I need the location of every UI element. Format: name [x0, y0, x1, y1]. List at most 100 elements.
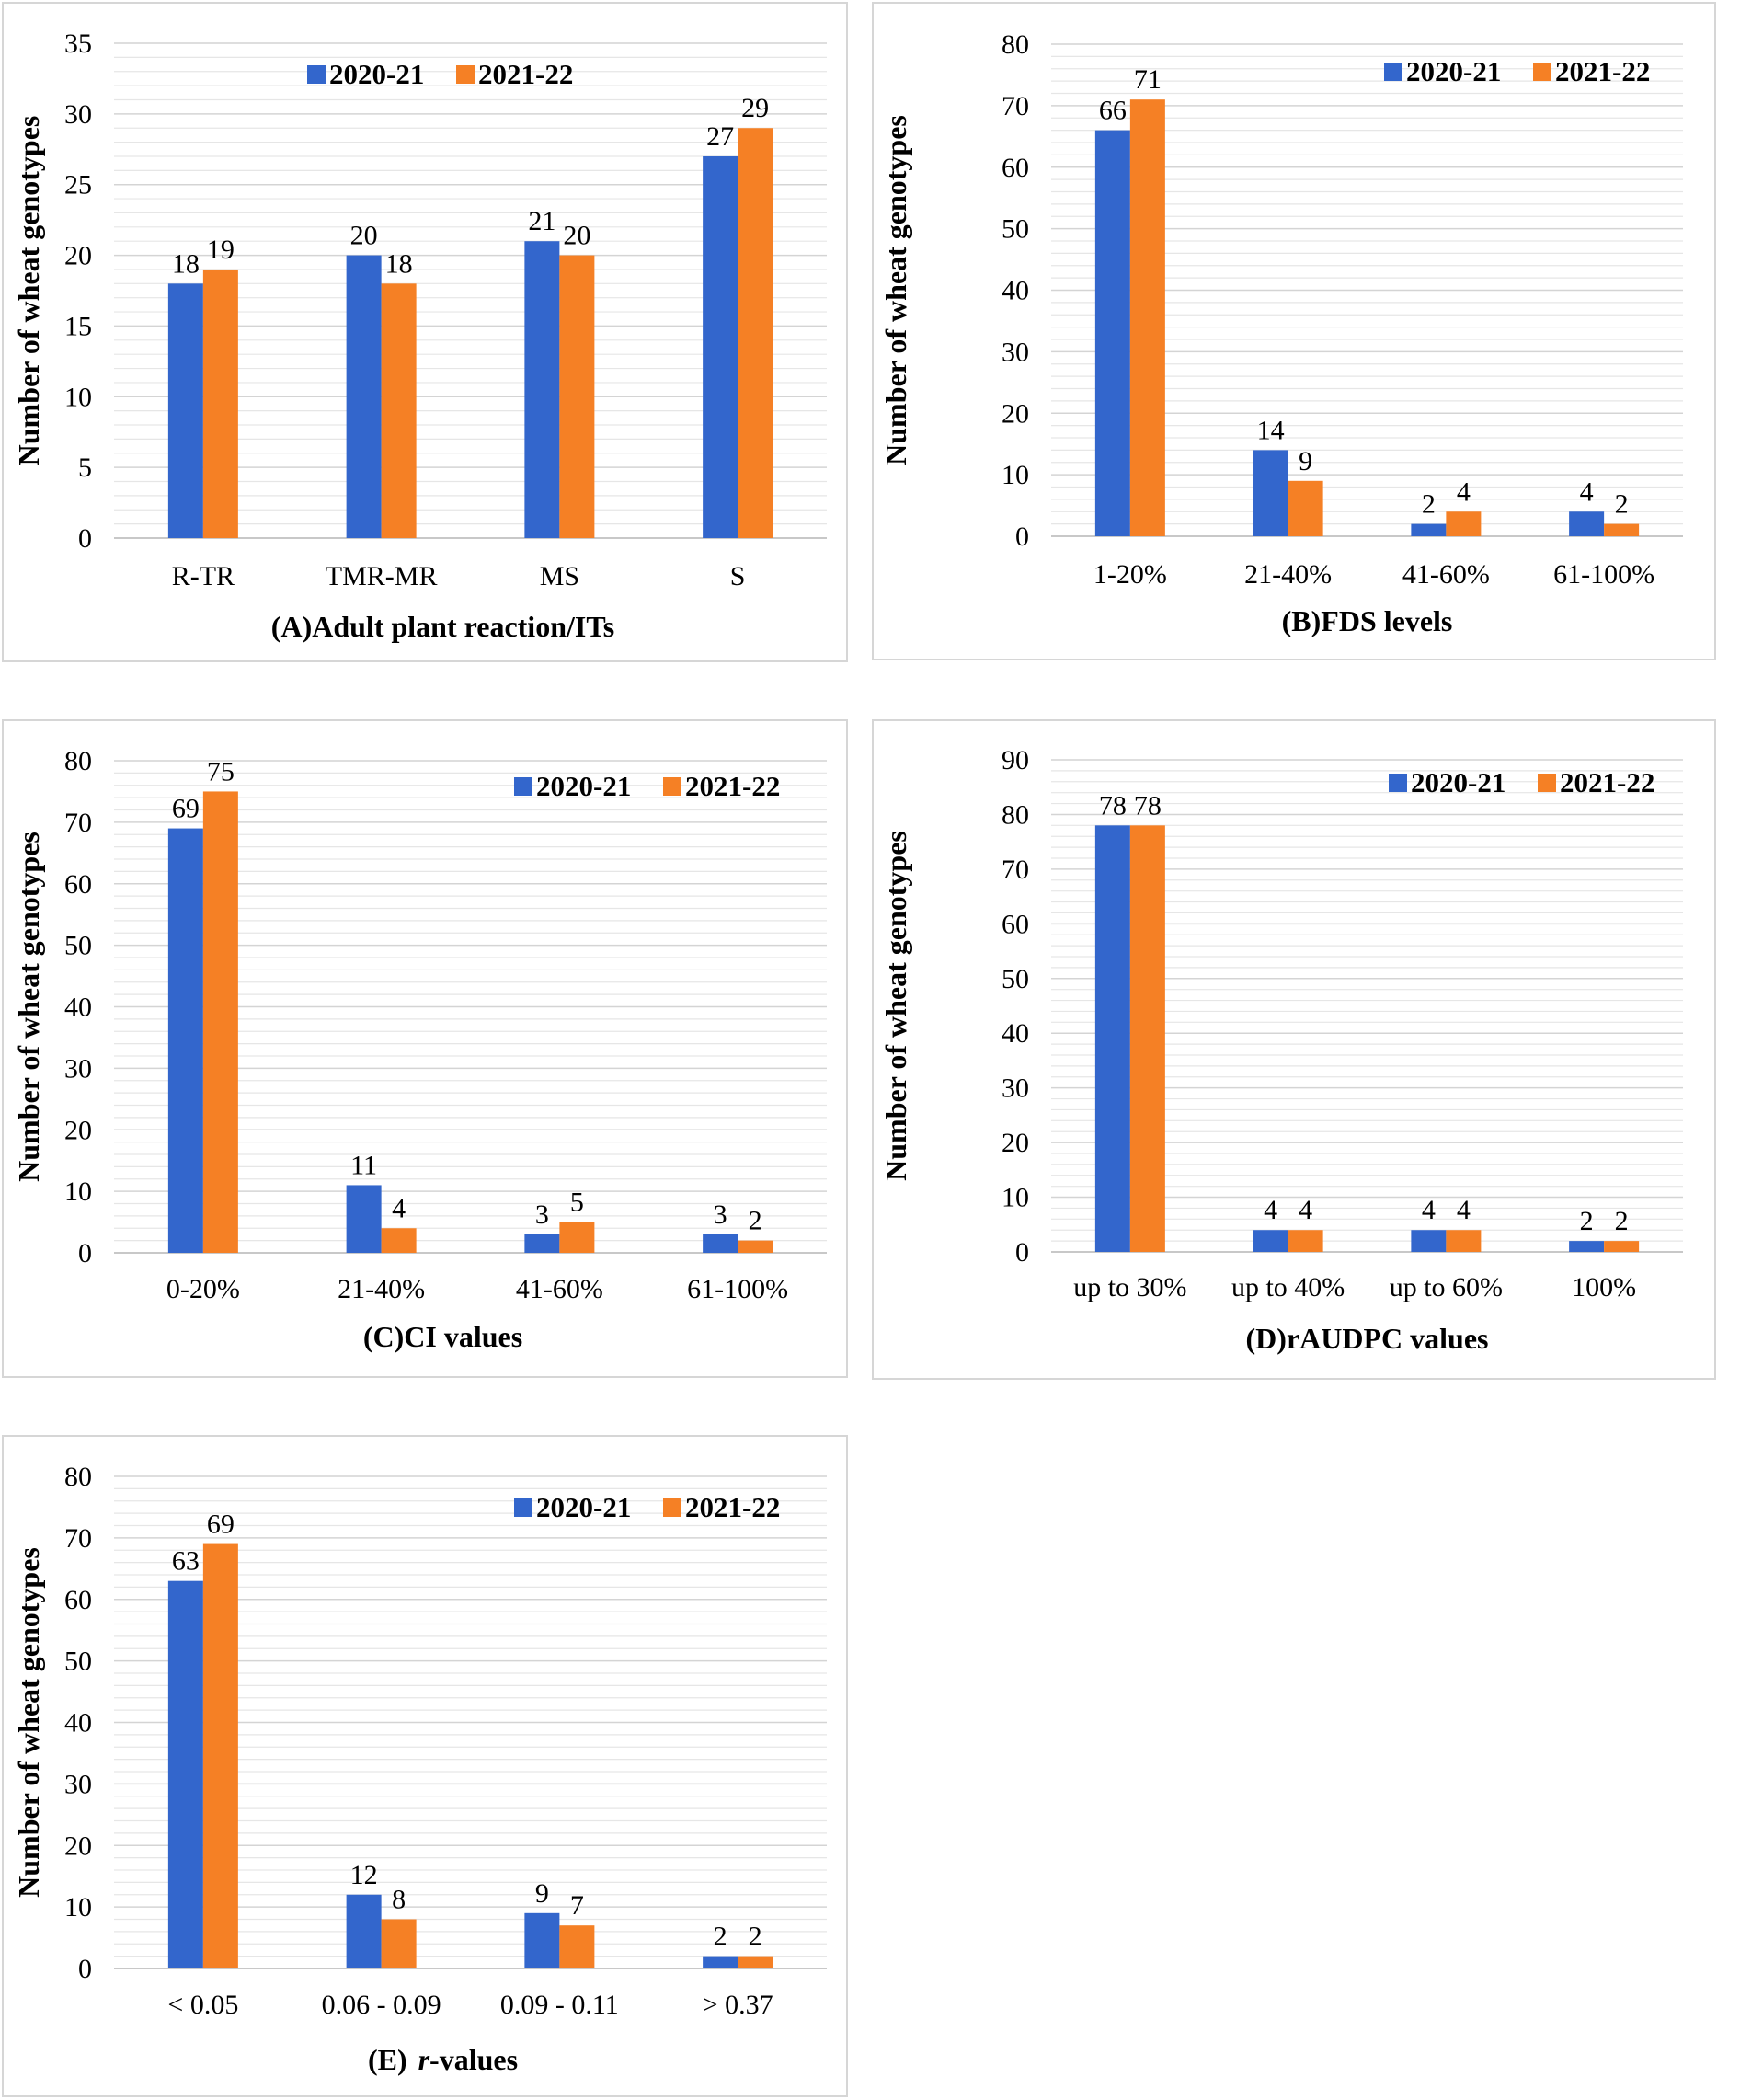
- panel-title-main: Adult plant reaction/ITs: [312, 610, 614, 643]
- y-tick-label: 15: [64, 311, 92, 341]
- data-label: 11: [350, 1150, 377, 1180]
- y-tick-label: 20: [64, 241, 92, 271]
- data-label: 9: [535, 1878, 549, 1909]
- data-label: 29: [741, 93, 769, 123]
- data-label: 19: [207, 235, 235, 265]
- y-tick-label: 80: [1002, 799, 1029, 830]
- y-tick-label: 30: [64, 1053, 92, 1084]
- chart-panel-b: 0 10 20 30 40 50 60 70 80 66 71 1-20% 14 9 21-40% 2 4 41-…: [872, 2, 1716, 660]
- y-tick-label: 30: [64, 1769, 92, 1799]
- bar-2021-22-21-40%: [381, 1228, 417, 1253]
- category-label: 21-40%: [338, 1274, 425, 1304]
- category-label: > 0.37: [703, 1990, 773, 2020]
- data-label: 7: [570, 1890, 584, 1921]
- bar-2020-21-R-TR: [167, 283, 203, 538]
- y-axis-title: Number of wheat genotypes: [879, 831, 912, 1181]
- category-label: 61-100%: [687, 1274, 788, 1304]
- bar-2021-22-MS: [559, 255, 595, 538]
- bar-2020-21-< 0.05: [167, 1580, 203, 1968]
- legend-label: 2021-22: [1555, 55, 1650, 87]
- bar-2020-21-0.06 - 0.09: [346, 1894, 382, 1968]
- bar-2020-21-S: [703, 155, 738, 538]
- data-label: 21: [528, 206, 555, 236]
- category-label: TMR-MR: [326, 561, 438, 591]
- panel-title-main: FDS levels: [1321, 604, 1452, 637]
- panel-title-italic: r: [418, 2043, 430, 2076]
- data-label: 18: [172, 248, 200, 279]
- data-label: 2: [714, 1922, 727, 1952]
- category-label: 41-60%: [1402, 559, 1490, 590]
- panel-title-main: rAUDPC values: [1287, 1322, 1489, 1355]
- legend-swatch: [514, 1498, 532, 1517]
- y-tick-label: 80: [64, 746, 92, 776]
- legend-swatch: [307, 65, 326, 84]
- data-label: 2: [1615, 489, 1629, 520]
- data-label: 27: [706, 121, 734, 152]
- data-label: 75: [207, 756, 235, 786]
- bar-2020-21-21-40%: [1253, 450, 1288, 536]
- bar-2020-21-up to 40%: [1253, 1230, 1288, 1252]
- data-label: 78: [1099, 790, 1127, 820]
- bar-2020-21-MS: [524, 241, 560, 538]
- category-label: up to 30%: [1073, 1272, 1186, 1302]
- data-label: 2: [1422, 489, 1436, 520]
- legend-label: 2020-21: [536, 1491, 631, 1523]
- legend-swatch: [514, 777, 532, 796]
- bar-2020-21-0-20%: [167, 828, 203, 1253]
- panel-title: (B)FDS levels: [1282, 604, 1453, 637]
- panel-title-prefix: (E): [368, 2043, 407, 2076]
- y-tick-label: 40: [1002, 276, 1029, 306]
- data-label: 69: [172, 794, 200, 824]
- y-tick-label: 80: [64, 1462, 92, 1492]
- category-label: R-TR: [172, 561, 235, 591]
- bar-2021-22-41-60%: [1446, 511, 1482, 536]
- category-label: < 0.05: [167, 1990, 238, 2020]
- legend-label: 2021-22: [685, 770, 780, 802]
- category-label: up to 40%: [1231, 1272, 1345, 1302]
- data-label: 2: [749, 1922, 762, 1952]
- panel-title-main: -values: [429, 2043, 518, 2076]
- bar-2021-22-TMR-MR: [381, 283, 417, 538]
- legend-swatch: [1389, 774, 1407, 792]
- category-label: S: [730, 561, 746, 591]
- category-label: MS: [540, 561, 579, 591]
- y-tick-label: 0: [78, 523, 92, 554]
- data-label: 78: [1134, 790, 1162, 820]
- bar-2021-22-0.06 - 0.09: [381, 1919, 417, 1968]
- category-label: 1-20%: [1093, 559, 1167, 590]
- legend-swatch: [1384, 63, 1402, 81]
- data-label: 2: [749, 1206, 762, 1236]
- bar-2021-22-up to 30%: [1129, 825, 1165, 1252]
- bar-2020-21-21-40%: [346, 1185, 382, 1253]
- data-label: 4: [1457, 1195, 1471, 1225]
- data-label: 12: [350, 1860, 378, 1890]
- y-tick-label: 5: [78, 453, 92, 483]
- y-tick-label: 50: [64, 931, 92, 961]
- bar-2021-22-0.09 - 0.11: [559, 1925, 595, 1968]
- category-label: 41-60%: [516, 1274, 603, 1304]
- data-label: 2: [1615, 1206, 1629, 1236]
- bar-2021-22-up to 40%: [1288, 1230, 1323, 1252]
- y-tick-label: 50: [64, 1647, 92, 1677]
- bar-2020-21-41-60%: [1411, 523, 1447, 536]
- chart-panel-c: 0 10 20 30 40 50 60 70 80 69 75 0-20% 11 4 21-40% 3 5 41-…: [2, 719, 848, 1378]
- legend-swatch: [1533, 63, 1551, 81]
- y-tick-label: 50: [1002, 214, 1029, 245]
- bar-2020-21-up to 60%: [1411, 1230, 1447, 1252]
- data-label: 3: [535, 1199, 549, 1230]
- panel-title: (A)Adult plant reaction/ITs: [271, 610, 614, 643]
- y-tick-label: 10: [64, 382, 92, 412]
- legend-label: 2021-22: [1560, 766, 1654, 798]
- y-tick-label: 30: [1002, 337, 1029, 367]
- y-tick-label: 0: [78, 1238, 92, 1268]
- category-label: 0.06 - 0.09: [322, 1990, 441, 2020]
- data-label: 20: [563, 221, 590, 251]
- y-tick-label: 70: [1002, 91, 1029, 121]
- bar-2020-21-up to 30%: [1094, 825, 1130, 1252]
- legend-swatch: [663, 777, 681, 796]
- legend-swatch: [663, 1498, 681, 1517]
- data-label: 69: [207, 1509, 235, 1540]
